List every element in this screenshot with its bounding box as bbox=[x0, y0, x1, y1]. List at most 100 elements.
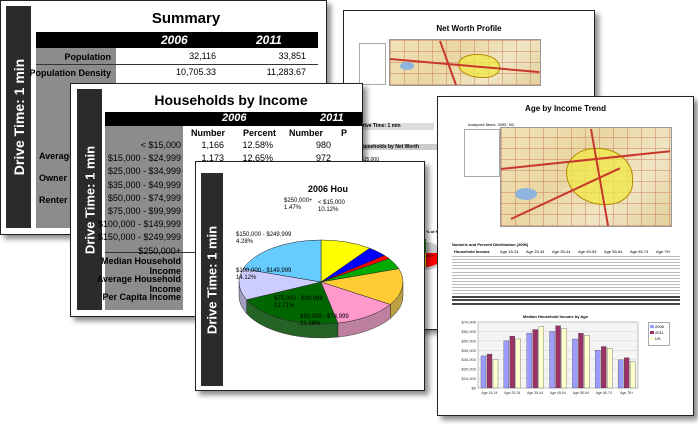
age-income-bar-chart: $70,000 $60,000 $50,000 $40,000 $30,000 $20,0… bbox=[462, 320, 639, 395]
mini-pie-label: $500,000+ bbox=[416, 253, 436, 258]
income-col-header: Number bbox=[289, 128, 324, 138]
net-worth-title: Net Worth Profile bbox=[436, 24, 502, 33]
income-bracket-value: 972 bbox=[315, 153, 331, 164]
pie-slice bbox=[320, 268, 404, 305]
pie-slice-label: 10.12% bbox=[318, 207, 339, 213]
pie-slice-label: 14.12% bbox=[236, 275, 257, 281]
bar bbox=[595, 350, 601, 389]
bar bbox=[601, 346, 607, 389]
y-tick-label: $30,000 bbox=[462, 357, 477, 362]
table-row bbox=[452, 277, 680, 279]
table-row bbox=[452, 265, 680, 267]
bar bbox=[486, 353, 493, 389]
pie-slice-label: < $15,000 bbox=[318, 200, 345, 206]
bar bbox=[515, 338, 522, 389]
net-worth-section: Households by Net Worth bbox=[358, 144, 438, 150]
y-tick-label: $20,000 bbox=[462, 367, 477, 372]
table-row bbox=[452, 293, 680, 295]
y-tick-label: $50,000 bbox=[462, 338, 477, 343]
lake-shape bbox=[400, 62, 414, 70]
income-summary-label: Per Capita Income bbox=[102, 292, 181, 302]
income-col-header: Percent bbox=[243, 128, 277, 138]
table-title: Numeric and Percent Distribution (2006) bbox=[452, 242, 529, 247]
income-drive-time-band: Drive Time: 1 min bbox=[77, 89, 102, 310]
table-column-header: Age 25-34 bbox=[526, 249, 545, 254]
bar bbox=[572, 338, 578, 389]
summary-partial-label: Average bbox=[39, 151, 75, 161]
summary-row-value: 33,851 bbox=[278, 51, 306, 61]
bar bbox=[607, 348, 613, 389]
legend-swatch bbox=[650, 337, 654, 340]
bar bbox=[549, 331, 555, 389]
table-row bbox=[452, 287, 680, 288]
income-year-header: 2006 2011 bbox=[105, 112, 362, 126]
summary-drive-time-band: Drive Time: 1 min bbox=[6, 6, 31, 228]
bar bbox=[555, 325, 561, 389]
bar bbox=[584, 335, 590, 389]
mini-pie-title: % of N bbox=[426, 229, 439, 234]
summary-row-value: 10,705.33 bbox=[175, 67, 216, 77]
bar bbox=[509, 335, 516, 389]
income-bracket-value: 1,166 bbox=[201, 140, 224, 150]
table-row bbox=[452, 262, 680, 264]
pie-slice bbox=[242, 239, 322, 283]
bar bbox=[578, 333, 584, 389]
income-pie-chart bbox=[238, 239, 404, 339]
table-row bbox=[452, 274, 680, 276]
summary-title: Summary bbox=[151, 10, 221, 27]
y-tick-label: $10,000 bbox=[462, 376, 477, 381]
x-tick-label: Age 65-74 bbox=[596, 391, 612, 395]
table-column-header: Age 45-54 bbox=[578, 249, 597, 254]
age-trend-page: Age by Income Trend Analyzed Items: 2095… bbox=[437, 96, 694, 416]
income-bracket-label: < $15,000 bbox=[140, 140, 181, 150]
pie-slice-label: 1.47% bbox=[284, 205, 302, 211]
income-summary-label: Average Household bbox=[96, 274, 181, 284]
lake-shape bbox=[515, 188, 537, 200]
income-summary-label: Income bbox=[149, 266, 181, 276]
x-tick-label: Age 45-54 bbox=[550, 391, 566, 395]
bar bbox=[629, 361, 636, 389]
pie-slice-label: $100,000 - $149,999 bbox=[236, 268, 292, 274]
pie-slice bbox=[320, 281, 391, 324]
chart-legend-entry: US bbox=[655, 336, 661, 341]
map-legend bbox=[464, 129, 500, 177]
pie-slice-label: $75,000 - $99,999 bbox=[274, 296, 323, 302]
income-bracket-label: $50,000 - $74,999 bbox=[107, 192, 181, 203]
table-header-label: Household Income bbox=[454, 249, 490, 254]
table-row bbox=[452, 302, 680, 305]
income-bracket-value: 1,173 bbox=[201, 153, 224, 164]
income-bracket-label: $35,000 - $49,999 bbox=[107, 179, 181, 190]
bar bbox=[538, 326, 544, 389]
age-trend-analyzed: Analyzed Items: 2095, NC bbox=[468, 122, 515, 127]
table-row bbox=[452, 299, 680, 302]
pie-page: Drive Time: 1 min 2006 Hou < $15,000 10.1… bbox=[195, 161, 425, 391]
table-row bbox=[452, 296, 680, 299]
pie-slice-label: 4.28% bbox=[236, 239, 254, 245]
summary-row-value: 11,283.67 bbox=[266, 67, 306, 77]
legend-swatch bbox=[650, 325, 654, 328]
chart-legend-entry: 2006 bbox=[655, 324, 664, 329]
table-column-header: Age 65-74 bbox=[630, 249, 649, 254]
table-row bbox=[452, 259, 680, 261]
age-trend-title: Age by Income Trend bbox=[525, 104, 606, 113]
summary-divider bbox=[36, 64, 318, 65]
y-tick-label: $40,000 bbox=[462, 348, 477, 353]
income-year-2011: 2011 bbox=[320, 112, 344, 124]
pie-title: 2006 Hou bbox=[308, 184, 349, 194]
x-tick-label: Age 15-24 bbox=[481, 391, 497, 395]
income-bracket-label: $75,000 - $99,999 bbox=[107, 206, 181, 216]
summary-row-label: Population Density bbox=[29, 68, 111, 78]
table-row bbox=[452, 280, 680, 282]
summary-row-label: Population bbox=[64, 52, 112, 62]
map-legend bbox=[359, 43, 386, 85]
net-worth-item: <$15,000 bbox=[358, 157, 379, 163]
income-bracket-label: $100,000 - $149,999 bbox=[97, 219, 181, 230]
income-year-2006: 2006 bbox=[222, 112, 247, 124]
income-col-header: P bbox=[341, 128, 348, 138]
pie-slice-label: $50,000 - $74,999 bbox=[300, 314, 349, 320]
bar bbox=[561, 328, 567, 389]
y-tick-label: $60,000 bbox=[462, 329, 477, 334]
bar bbox=[532, 329, 538, 389]
y-tick-label: $0 bbox=[472, 386, 477, 391]
x-tick-label: Age 25-34 bbox=[504, 391, 520, 395]
